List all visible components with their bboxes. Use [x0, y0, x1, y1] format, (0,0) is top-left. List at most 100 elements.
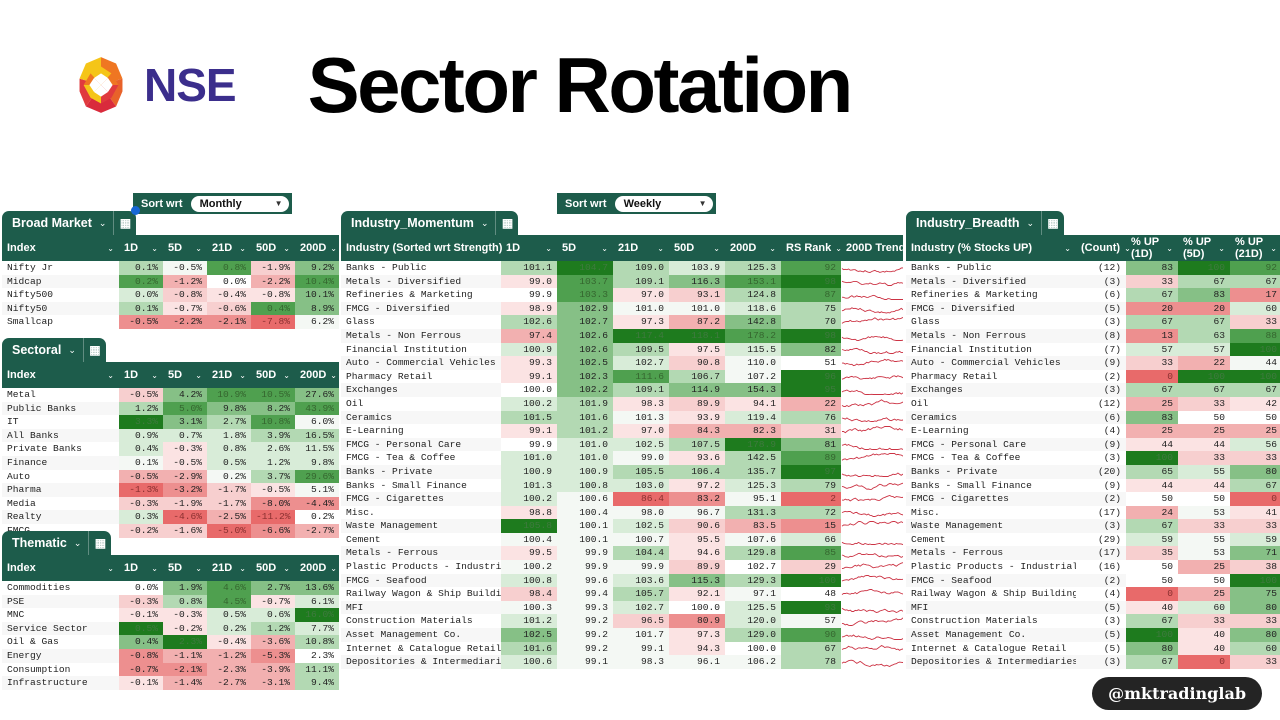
table-row[interactable]: Waste Management (3) 67 33 33 — [906, 519, 1280, 533]
col-header[interactable]: 21D ⌄ — [207, 362, 251, 388]
tab-broad-market[interactable]: Broad Market ⌄ ▦ — [2, 206, 141, 235]
table-row[interactable]: Internet & Catalogue Retail 101.6 99.2 99.1… — [341, 641, 903, 656]
table-row[interactable]: Public Banks 1.2% 5.0% 9.8% 8.2% 43.9% — [2, 401, 339, 416]
col-header[interactable]: % UP (21D) ⌄ — [1230, 235, 1280, 261]
table-row[interactable]: Refineries & Marketing 99.9 103.3 97.0 93.1 1… — [341, 288, 903, 302]
col-header[interactable]: 200D ⌄ — [295, 555, 339, 581]
col-header[interactable]: 50D ⌄ — [251, 235, 295, 261]
col-header[interactable]: Index ⌄ — [2, 235, 119, 261]
table-row[interactable]: FMCG - Seafood 100.8 99.6 103.6 115.3 129.3 10… — [341, 573, 903, 588]
table-row[interactable]: E-Learning (4) 25 25 25 — [906, 424, 1280, 438]
table-row[interactable]: All Banks 0.9% 0.7% 1.8% 3.9% 16.5% — [2, 428, 339, 443]
table-row[interactable]: PSE -0.3% 0.8% 4.5% -0.7% 6.1% — [2, 594, 339, 609]
table-row[interactable]: Smallcap -0.5% -2.2% -2.1% -7.8% 6.2% — [2, 315, 339, 329]
table-row[interactable]: Nifty Jr 0.1% -0.5% 0.8% -1.9% 9.2% — [2, 261, 339, 275]
table-row[interactable]: Metals - Non Ferrous (8) 13 63 88 — [906, 328, 1280, 343]
table-row[interactable]: Finance 0.1% -0.5% 0.5% 1.2% 9.8% — [2, 455, 339, 470]
table-row[interactable]: Plastic Products - Industrial 100.2 99.9 99… — [341, 560, 903, 574]
table-row[interactable]: Railway Wagon & Ship Building (4) 0 25 75 — [906, 587, 1280, 601]
table-row[interactable]: FMCG - Seafood (2) 50 50 100 — [906, 573, 1280, 588]
table-row[interactable]: Misc. 98.8 100.4 98.0 96.7 131.3 72 — [341, 505, 903, 520]
table-row[interactable]: Ceramics (6) 83 50 50 — [906, 410, 1280, 425]
col-header[interactable]: % UP (1D) ⌄ — [1126, 235, 1178, 261]
col-header[interactable]: 21D ⌄ — [207, 555, 251, 581]
table-row[interactable]: Banks - Public 101.1 104.7 109.0 103.9 125.3 9… — [341, 261, 903, 275]
chevron-down-icon[interactable]: ⌄ — [98, 217, 107, 228]
table-row[interactable]: FMCG - Tea & Coffee (3) 100 33 33 — [906, 451, 1280, 465]
table-row[interactable]: Banks - Private (20) 65 55 80 — [906, 464, 1280, 479]
table-row[interactable]: Financial Institution 100.9 102.6 109.5 97.5… — [341, 342, 903, 357]
col-header[interactable]: 21D ⌄ — [207, 235, 251, 261]
table-row[interactable]: Pharma -1.3% -3.2% -1.7% -0.5% 5.1% — [2, 483, 339, 497]
table-row[interactable]: Construction Materials (3) 67 33 33 — [906, 614, 1280, 629]
table-row[interactable]: FMCG - Personal Care (9) 44 44 56 — [906, 437, 1280, 452]
col-header[interactable]: Industry (% Stocks UP) ⌄ — [906, 235, 1076, 261]
table-row[interactable]: Depositories & Intermediaries 100.6 99.1 98… — [341, 655, 903, 669]
chevron-down-icon[interactable]: ⌄ — [68, 344, 76, 355]
col-header[interactable]: 1D ⌄ — [119, 235, 163, 261]
col-header[interactable]: 50D ⌄ — [669, 235, 725, 261]
table-row[interactable]: Misc. (17) 24 53 41 — [906, 505, 1280, 520]
col-header[interactable]: 200D ⌄ — [725, 235, 781, 261]
table-row[interactable]: Waste Management 105.8 100.1 102.5 90.6 83.5 1… — [341, 519, 903, 533]
col-header[interactable]: Index ⌄ — [2, 555, 119, 581]
table-row[interactable]: Media -0.3% -1.9% -1.7% -8.0% -4.4% — [2, 496, 339, 511]
table-row[interactable]: Infrastructure -0.1% -1.4% -2.7% -3.1% 9.4% — [2, 676, 339, 690]
table-row[interactable]: Auto - Commercial Vehicles (9) 33 22 44 — [906, 356, 1280, 370]
col-header[interactable]: 5D ⌄ — [163, 235, 207, 261]
table-row[interactable]: Financial Institution (7) 57 57 100 — [906, 342, 1280, 357]
grid-icon[interactable]: ▦ — [501, 216, 514, 230]
table-row[interactable]: Metal -0.5% 4.2% 10.9% 10.5% 27.6% — [2, 388, 339, 402]
col-header[interactable]: 200D Trend⌄ — [841, 235, 916, 261]
chevron-down-icon[interactable]: ⌄ — [480, 217, 489, 228]
col-header[interactable]: 200D ⌄ — [295, 362, 339, 388]
table-row[interactable]: Realty 0.3% -4.6% -2.5% -11.2% 0.2% — [2, 510, 339, 524]
sort-control-monthly[interactable]: Sort wrt Monthly ▼ — [133, 193, 292, 214]
table-row[interactable]: IT 3.3% 3.1% 2.7% 10.8% 6.0% — [2, 415, 339, 429]
col-header[interactable]: 1D ⌄ — [119, 555, 163, 581]
table-row[interactable]: Asset Management Co. 102.5 99.2 101.7 97.3 12… — [341, 628, 903, 642]
col-header[interactable]: RS Rank ⌄ — [781, 235, 842, 261]
table-row[interactable]: Railway Wagon & Ship Building 98.4 99.4 105… — [341, 587, 903, 601]
table-row[interactable]: Consumption -0.7% -2.1% -2.3% -3.9% 11.1% — [2, 662, 339, 677]
table-row[interactable]: Metals - Diversified 99.0 103.7 109.1 116.3 1… — [341, 274, 903, 289]
grid-icon[interactable]: ▦ — [89, 343, 101, 357]
tab-sectoral[interactable]: Sectoral ⌄ ▦ — [2, 338, 106, 362]
table-row[interactable]: FMCG - Cigarettes 100.2 100.6 86.4 83.2 95.1 2 — [341, 492, 903, 506]
chevron-down-icon[interactable]: ⌄ — [73, 537, 82, 548]
table-row[interactable]: Construction Materials 101.2 99.2 96.5 80.9 1… — [341, 614, 903, 629]
table-row[interactable]: Banks - Public (12) 83 100 92 — [906, 261, 1280, 275]
col-header[interactable]: 200D ⌄ — [295, 235, 339, 261]
table-row[interactable]: Midcap 0.2% -1.2% 0.0% -2.2% 10.4% — [2, 274, 339, 289]
table-row[interactable]: Auto - Commercial Vehicles 99.3 102.5 102.7… — [341, 356, 903, 370]
col-header[interactable]: (Count) ⌄ — [1076, 235, 1131, 261]
table-row[interactable]: MNC -0.1% -0.3% 0.5% 0.6% 16.0% — [2, 608, 339, 622]
table-row[interactable]: MFI 100.3 99.3 102.7 100.0 125.5 93 — [341, 600, 903, 615]
col-header[interactable]: 1D ⌄ — [119, 362, 163, 388]
sort-dropdown-monthly[interactable]: Monthly ▼ — [190, 195, 289, 212]
table-row[interactable]: Banks - Small Finance (9) 44 44 67 — [906, 478, 1280, 493]
table-row[interactable]: Asset Management Co. (5) 100 40 80 — [906, 628, 1280, 642]
tab-thematic[interactable]: Thematic ⌄ ▦ — [2, 531, 112, 555]
table-row[interactable]: Energy -0.8% -1.1% -1.2% -5.3% 2.3% — [2, 648, 339, 663]
table-row[interactable]: Ceramics 101.5 101.6 101.3 93.9 119.4 76 — [341, 410, 903, 425]
table-row[interactable]: Exchanges 100.0 102.2 109.1 114.9 154.3 95 — [341, 383, 903, 397]
sort-control-weekly[interactable]: Sort wrt Weekly ▼ — [557, 193, 716, 214]
table-row[interactable]: Plastic Products - Industrial (16) 50 25 38 — [906, 560, 1280, 574]
sort-dropdown-weekly[interactable]: Weekly ▼ — [614, 195, 713, 212]
table-row[interactable]: Metals - Diversified (3) 33 67 67 — [906, 274, 1280, 289]
table-row[interactable]: Metals - Ferrous 99.5 99.9 104.4 94.6 129.8 85 — [341, 546, 903, 561]
col-header[interactable]: 21D ⌄ — [613, 235, 669, 261]
col-header[interactable]: % UP (5D) ⌄ — [1178, 235, 1230, 261]
table-row[interactable]: Banks - Small Finance 101.3 100.8 103.0 97.2… — [341, 478, 903, 493]
table-row[interactable]: FMCG - Cigarettes (2) 50 50 0 — [906, 492, 1280, 506]
grid-icon[interactable]: ▦ — [1047, 216, 1059, 230]
col-header[interactable]: 5D ⌄ — [163, 362, 207, 388]
grid-icon[interactable]: ▦ — [94, 536, 107, 550]
table-row[interactable]: Service Sector 0.5% -0.2% 0.2% 1.2% 7.7% — [2, 621, 339, 636]
table-row[interactable]: Depositories & Intermediaries (3) 67 0 33 — [906, 655, 1280, 669]
table-row[interactable]: Nifty500 0.0% -0.8% -0.4% -0.8% 10.1% — [2, 288, 339, 302]
tab-industry-momentum[interactable]: Industry_Momentum ⌄ ▦ — [341, 211, 519, 235]
grid-icon[interactable]: ▦ — [119, 216, 132, 230]
table-row[interactable]: Nifty50 0.1% -0.7% -0.6% 0.4% 8.9% — [2, 301, 339, 316]
